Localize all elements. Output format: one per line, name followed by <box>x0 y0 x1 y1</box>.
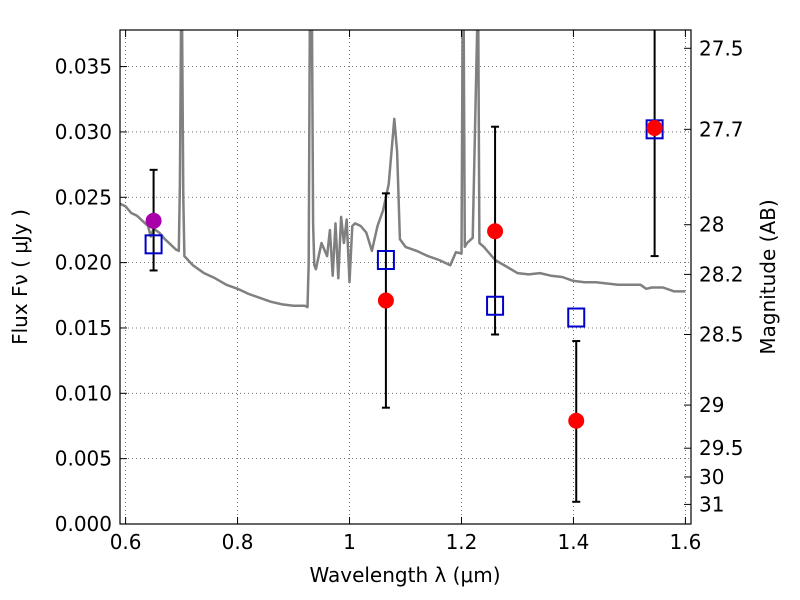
y-tick-label: 0.030 <box>55 120 112 144</box>
model-spectrum-layer <box>120 30 686 309</box>
y-tick-label: 0.020 <box>55 251 112 275</box>
model-spectrum-line <box>120 30 686 309</box>
observed-point <box>568 412 585 429</box>
tick-label-layer: 0.6 0.8 1 1.2 1.4 1.6 0.000 0.005 0.010 0.015 0.02… <box>55 36 744 554</box>
y-tick-label: 0.010 <box>55 381 112 405</box>
plot-frame <box>119 29 692 525</box>
model-photometry-square <box>144 234 163 255</box>
y-tick-label: 0.015 <box>55 316 112 340</box>
right-tick-label: 31 <box>699 492 724 516</box>
y-tick-label: 0.025 <box>55 185 112 209</box>
x-axis-title: Wavelength λ (μm) <box>309 563 500 587</box>
right-tick-label: 30 <box>699 465 724 489</box>
model-photometry-square <box>567 307 586 328</box>
x-tick-label: 1.2 <box>446 530 478 554</box>
x-tick-label: 1 <box>343 530 356 554</box>
right-tick-label: 28 <box>699 213 724 237</box>
x-tick-label: 1.6 <box>669 530 701 554</box>
right-tick-label: 28.5 <box>699 323 744 347</box>
x-tick-label: 0.6 <box>110 530 142 554</box>
observed-point <box>487 223 504 240</box>
observed-point <box>646 120 663 137</box>
right-tick-label: 29 <box>699 393 724 417</box>
observed-point <box>145 212 162 229</box>
right-tick-label: 27.5 <box>699 36 744 60</box>
model-photometry-square <box>376 250 395 271</box>
right-axis-title: Magnitude (AB) <box>756 199 780 354</box>
y-tick-label: 0.000 <box>55 512 112 536</box>
right-tick-label: 29.5 <box>699 436 744 460</box>
x-tick-label: 0.8 <box>222 530 254 554</box>
x-tick-label: 1.4 <box>558 530 590 554</box>
right-tick-label: 27.7 <box>699 117 744 141</box>
right-tick-label: 28.2 <box>699 262 744 286</box>
tick-layer <box>120 30 691 525</box>
model-photometry-square <box>486 295 505 316</box>
y-axis-title: Flux Fν ( μJy ) <box>8 209 32 345</box>
marker-layer <box>144 119 664 429</box>
y-tick-label: 0.035 <box>55 55 112 79</box>
plot-area <box>120 30 686 503</box>
y-tick-label: 0.005 <box>55 447 112 471</box>
observed-point <box>377 292 394 309</box>
